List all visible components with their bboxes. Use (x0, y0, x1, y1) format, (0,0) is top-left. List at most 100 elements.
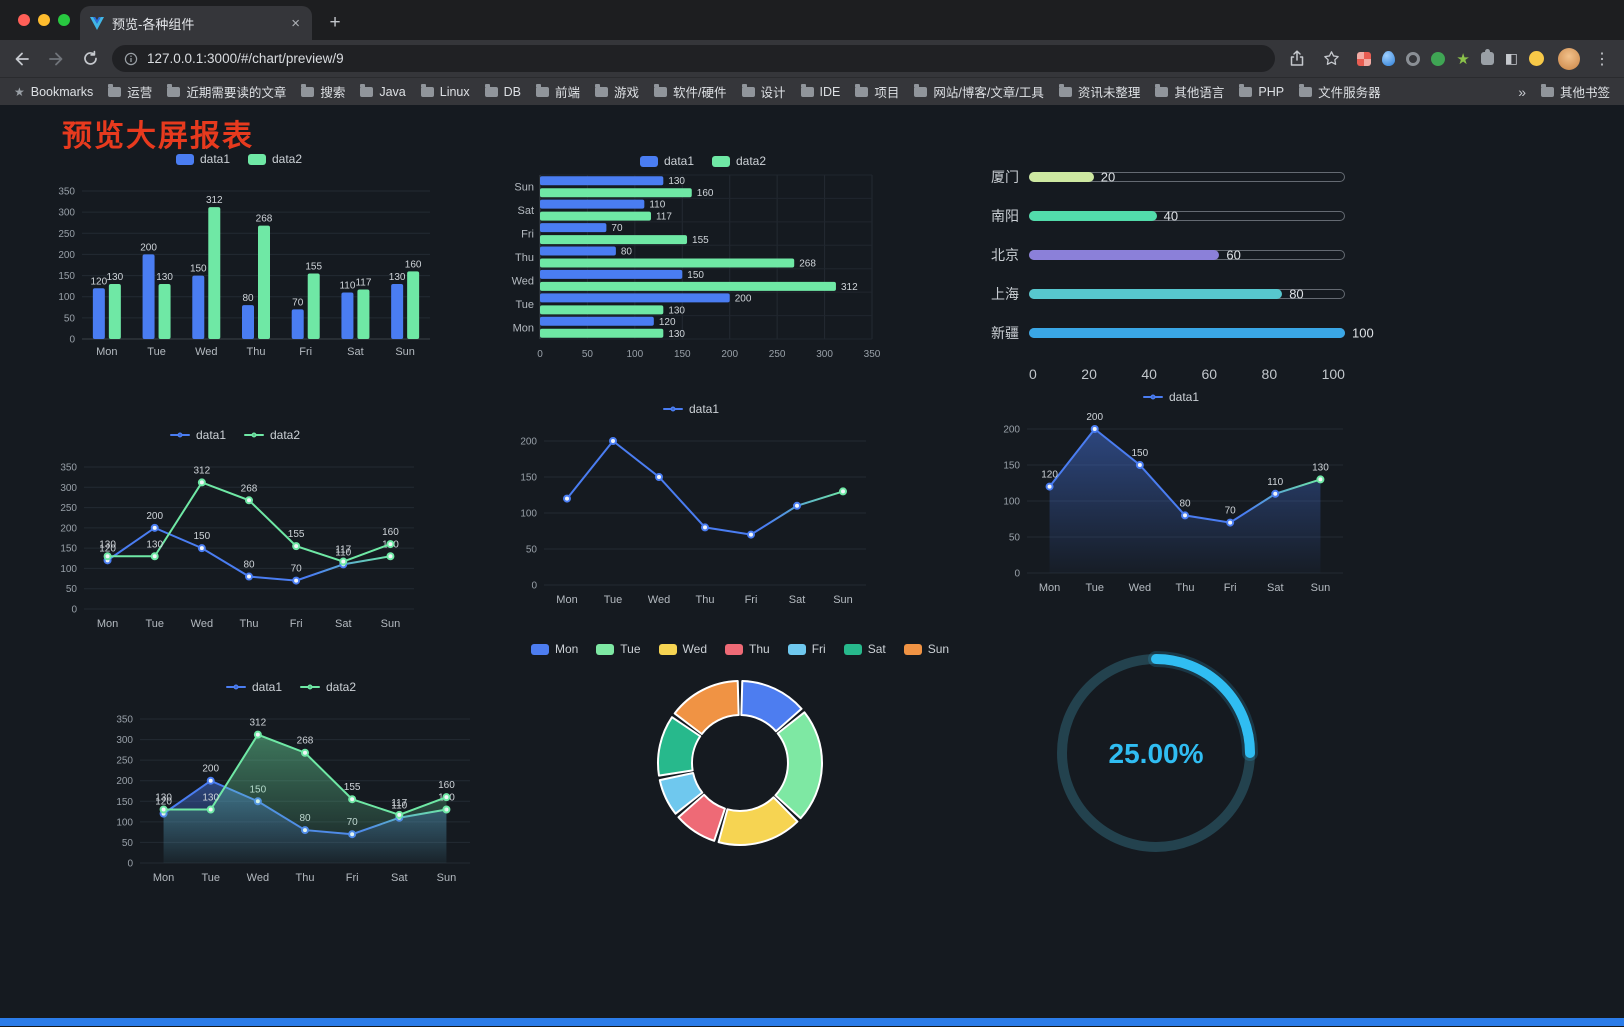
legend-item[interactable]: data1 (225, 680, 282, 694)
bookmark-item[interactable]: 前端 (536, 82, 580, 101)
progress-track: 60 (1029, 247, 1345, 262)
folder-icon (108, 83, 122, 97)
legend-item[interactable]: data1 (175, 152, 230, 166)
zoom-window-button[interactable] (58, 14, 70, 26)
extension-star-icon[interactable]: ★ (1456, 50, 1470, 68)
legend-item[interactable]: data2 (244, 428, 300, 442)
reload-icon[interactable] (78, 47, 102, 71)
svg-text:80: 80 (621, 247, 633, 258)
folder-icon (914, 83, 928, 97)
bookmark-item[interactable]: 软件/硬件 (654, 82, 727, 101)
bookmark-item[interactable]: 游戏 (595, 82, 639, 101)
bookmark-label: 其他语言 (1174, 86, 1225, 100)
legend-item[interactable]: data2 (248, 152, 302, 166)
minimize-window-button[interactable] (38, 14, 50, 26)
svg-text:25.00%: 25.00% (1109, 738, 1204, 769)
bookmark-item[interactable]: 其他语言 (1155, 82, 1224, 101)
bookmark-item[interactable]: 网站/博客/文章/工具 (914, 82, 1044, 101)
chart-progress-bars: 厦门 20 南阳 40 北京 60 上海 80 新疆 100 0 20 40 60 80 100 (983, 157, 1374, 389)
bookmark-label: 运营 (127, 86, 153, 100)
legend-item[interactable]: Mon (530, 642, 578, 656)
bookmark-item[interactable]: 近期需要读的文章 (167, 82, 286, 101)
legend-item[interactable]: data1 (662, 402, 719, 416)
svg-text:Wed: Wed (191, 618, 213, 630)
menu-icon[interactable]: ⋮ (1594, 50, 1610, 68)
svg-text:Sat: Sat (517, 205, 534, 217)
close-window-button[interactable] (18, 14, 30, 26)
browser-tab[interactable]: 预览-各种组件 × (80, 6, 312, 40)
new-tab-button[interactable]: + (329, 12, 341, 33)
bookmark-item[interactable]: IDE (800, 83, 840, 99)
bookmark-item[interactable]: ★ Bookmarks (14, 85, 93, 99)
legend-item[interactable]: Sun (903, 642, 949, 656)
progress-track: 80 (1029, 286, 1345, 301)
bookmark-star-icon[interactable] (1319, 47, 1343, 71)
tab-title: 预览-各种组件 (112, 16, 195, 32)
svg-text:300: 300 (816, 349, 833, 360)
legend-swatch (662, 406, 683, 412)
bookmark-item[interactable]: PHP (1239, 83, 1285, 99)
legend-item[interactable]: Thu (725, 642, 770, 656)
url-text: 127.0.0.1:3000/#/chart/preview/9 (147, 51, 344, 66)
legend-item[interactable]: data2 (300, 680, 356, 694)
bookmark-item[interactable]: Linux (420, 83, 470, 99)
svg-text:312: 312 (194, 465, 211, 476)
legend-swatch (712, 155, 730, 167)
legend-label: data2 (736, 154, 767, 168)
svg-text:268: 268 (241, 483, 258, 494)
url-bar[interactable]: 127.0.0.1:3000/#/chart/preview/9 (112, 45, 1276, 72)
bookmarks-overflow-chevron[interactable]: » (1518, 84, 1526, 100)
svg-text:350: 350 (864, 349, 881, 360)
bookmark-item[interactable]: 资讯未整理 (1058, 82, 1140, 101)
extension-drop-icon[interactable] (1382, 51, 1396, 66)
extensions-puzzle-icon[interactable] (1480, 49, 1494, 65)
share-icon[interactable] (1285, 47, 1309, 71)
tab-close-icon[interactable]: × (291, 14, 300, 32)
svg-text:Fri: Fri (346, 872, 359, 884)
svg-text:130: 130 (146, 539, 163, 550)
bookmark-item[interactable]: 运营 (108, 82, 152, 101)
folder-icon (855, 83, 869, 97)
svg-text:130: 130 (202, 793, 219, 804)
bookmark-item[interactable]: 其他书签 (1540, 82, 1610, 101)
bookmark-item[interactable]: 文件服务器 (1299, 82, 1381, 101)
back-icon[interactable] (10, 47, 34, 71)
svg-text:130: 130 (1312, 462, 1329, 473)
legend-item[interactable]: data1 (1142, 390, 1199, 404)
extension-ring-icon[interactable] (1406, 51, 1421, 66)
legend-item[interactable]: Sat (843, 642, 886, 656)
legend-swatch (658, 643, 677, 655)
chart-line-gradient: data1 0 50 100 150 200 Mon Tue Wed Thu Fri Sat Sun (500, 399, 882, 611)
info-icon[interactable] (124, 52, 138, 66)
extension-sidebar-icon[interactable]: ◧ (1504, 50, 1518, 66)
bookmark-item[interactable]: Java (360, 83, 406, 99)
bookmark-item[interactable]: 设计 (741, 82, 786, 101)
bookmark-label: PHP (1258, 84, 1285, 99)
svg-text:50: 50 (526, 545, 538, 556)
bookmark-item[interactable]: 搜索 (301, 82, 345, 101)
extension-smiley-icon[interactable] (1529, 51, 1544, 66)
svg-text:150: 150 (1003, 461, 1020, 472)
legend-item[interactable]: Wed (658, 642, 707, 656)
legend-item[interactable]: Tue (596, 642, 641, 656)
legend-item[interactable]: data2 (712, 154, 766, 168)
folder-icon (360, 83, 374, 97)
svg-text:Sat: Sat (391, 872, 408, 884)
extension-green-circle-icon[interactable] (1431, 51, 1446, 66)
extension-grid-icon[interactable] (1357, 51, 1372, 66)
profile-avatar[interactable] (1558, 47, 1580, 70)
bookmark-item[interactable]: 项目 (855, 82, 899, 101)
bookmark-item[interactable]: DB (484, 83, 521, 99)
svg-text:250: 250 (58, 229, 75, 240)
svg-text:Sat: Sat (1267, 582, 1284, 594)
legend-label: data2 (270, 428, 301, 442)
bookmark-label: Java (379, 84, 406, 99)
legend-item[interactable]: Fri (787, 642, 826, 656)
svg-text:200: 200 (735, 293, 752, 304)
legend-item[interactable]: data1 (169, 428, 226, 442)
legend-item[interactable]: data1 (639, 154, 694, 168)
forward-icon[interactable] (44, 47, 68, 71)
svg-text:300: 300 (116, 735, 133, 746)
